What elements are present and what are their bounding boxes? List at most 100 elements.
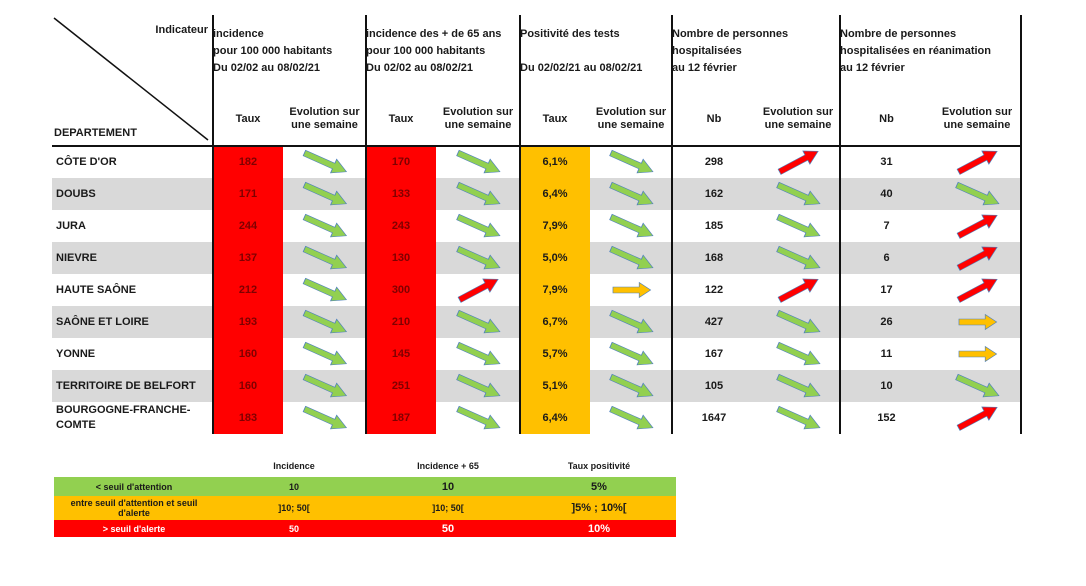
group-header-line: hospitalisées xyxy=(672,45,742,57)
table-cell-value: 212 xyxy=(238,283,258,296)
trend-up-arrow-icon xyxy=(956,406,998,431)
trend-down-arrow-icon xyxy=(609,149,654,174)
table-cell-value: 210 xyxy=(391,315,411,328)
group-header: incidence des + de 65 ans pour 100 000 ha… xyxy=(366,26,520,92)
table-cell-value: 298 xyxy=(704,155,724,168)
corner-diagonal-line xyxy=(53,17,209,141)
table-cell-value: 185 xyxy=(704,219,724,232)
subheader-evolution: Evolution sur une semaine xyxy=(595,106,667,131)
trend-up-arrow-icon xyxy=(956,278,998,303)
corner-department-label: DEPARTEMENT xyxy=(54,126,137,139)
subheader-rate: Taux xyxy=(235,112,261,125)
trend-down-arrow-icon xyxy=(302,213,348,238)
trend-down-arrow-icon xyxy=(302,309,348,334)
table-cell-value: 7 xyxy=(883,219,890,232)
group-header: Positivité des tests Du 02/02/21 au 08/02… xyxy=(520,26,672,92)
department-name: TERRITOIRE DE BELFORT xyxy=(56,379,196,392)
group-header-line: incidence des + de 65 ans xyxy=(366,28,502,40)
legend-value: ]10; 50[ xyxy=(278,503,310,513)
trend-down-arrow-icon xyxy=(776,373,821,398)
table-cell-value: 26 xyxy=(880,315,893,328)
table-cell-value: 105 xyxy=(704,379,724,392)
table-cell-value: 133 xyxy=(391,187,411,200)
trend-up-arrow-icon xyxy=(777,150,819,175)
trend-down-arrow-icon xyxy=(609,373,654,398)
table-grid-lines xyxy=(52,15,1022,434)
group-header-line: Nombre de personnes xyxy=(840,28,957,40)
trend-down-arrow-icon xyxy=(302,341,348,366)
trend-down-arrow-icon xyxy=(302,181,348,206)
department-name: YONNE xyxy=(56,347,96,360)
table-cell-value: 170 xyxy=(391,155,411,168)
table-cell-value: 6,1% xyxy=(542,155,568,168)
trend-up-arrow-icon xyxy=(956,214,998,239)
trend-up-arrow-icon xyxy=(457,278,499,303)
subheader-rate: Taux xyxy=(542,112,568,125)
table-cell-value: 6,4% xyxy=(542,187,568,200)
trend-down-arrow-icon xyxy=(776,405,821,430)
table-cell-value: 243 xyxy=(391,219,411,232)
legend-value: 10 xyxy=(288,481,299,492)
table-cell-value: 427 xyxy=(704,315,724,328)
trend-down-arrow-icon xyxy=(456,149,501,174)
subheader-evolution: Evolution sur une semaine xyxy=(442,106,514,131)
table-cell-value: 251 xyxy=(391,379,411,392)
legend-row xyxy=(54,477,676,496)
trend-down-arrow-icon xyxy=(609,181,654,206)
trend-up-arrow-icon xyxy=(956,150,998,175)
group-header-line: Positivité des tests xyxy=(520,28,620,40)
trend-down-arrow-icon xyxy=(955,181,1000,206)
table-cell-value: 152 xyxy=(877,411,896,424)
incidence65-column-fill xyxy=(366,146,436,434)
trend-up-arrow-icon xyxy=(777,278,819,303)
table-cell-value: 193 xyxy=(238,315,258,328)
trend-down-arrow-icon xyxy=(609,405,654,430)
trend-down-arrow-icon xyxy=(609,245,654,270)
department-name: JURA xyxy=(56,219,86,232)
corner-indicator-label: Indicateur xyxy=(155,23,208,36)
legend-value: 50 xyxy=(441,522,455,535)
table-cell-value: 6,4% xyxy=(542,411,568,424)
subheader-rate: Taux xyxy=(388,112,414,125)
table-cell-value: 10 xyxy=(880,379,893,392)
trend-down-arrow-icon xyxy=(302,373,348,398)
incidence-column-fill xyxy=(213,146,283,434)
legend-value: 10% xyxy=(587,522,611,535)
trend-flat-arrow-icon xyxy=(612,281,652,299)
group-header-line: Du 02/02/21 au 08/02/21 xyxy=(520,62,643,74)
indicator-table: Indicateur DEPARTEMENT incidence pour 100 0… xyxy=(52,15,1022,434)
table-cell-value: 187 xyxy=(391,411,411,424)
department-name: DOUBS xyxy=(56,187,96,200)
positivity-column-fill xyxy=(520,146,590,434)
legend-column-header: Incidence + 65 xyxy=(417,461,479,471)
legend-column-header: Incidence xyxy=(273,461,315,471)
trend-down-arrow-icon xyxy=(776,181,821,206)
department-name: CÔTE D'OR xyxy=(56,155,117,168)
trend-down-arrow-icon xyxy=(302,245,348,270)
legend-row xyxy=(54,520,676,537)
table-cell-value: 11 xyxy=(880,347,893,360)
trend-down-arrow-icon xyxy=(456,181,501,206)
trend-flat-arrow-icon xyxy=(958,345,998,363)
trend-down-arrow-icon xyxy=(302,277,348,302)
group-header-line: pour 100 000 habitants xyxy=(366,45,486,57)
department-name: NIEVRE xyxy=(56,251,97,264)
group-header-line: incidence xyxy=(213,28,264,40)
department-name: SAÔNE ET LOIRE xyxy=(56,315,149,328)
group-header: incidence pour 100 000 habitants Du 02/02 … xyxy=(213,26,366,92)
group-header: Nombre de personnes hospitalisées en réan… xyxy=(840,26,1021,92)
group-header-line: hospitalisées en réanimation xyxy=(840,45,991,57)
group-header-line: au 12 février xyxy=(840,62,905,74)
legend-row-label: > seuil d'alerte xyxy=(102,523,166,534)
department-name: BOURGOGNE-FRANCHE-COMTE xyxy=(56,404,191,431)
group-header-line: Du 02/02 au 08/02/21 xyxy=(213,62,321,74)
legend-row xyxy=(54,496,676,520)
trend-down-arrow-icon xyxy=(456,341,501,366)
subheader-evolution: Evolution sur une semaine xyxy=(941,106,1013,131)
table-cell-value: 300 xyxy=(391,283,411,296)
legend-row-label: < seuil d'attention xyxy=(95,481,173,492)
table-cell-value: 137 xyxy=(238,251,258,264)
trend-flat-arrow-icon xyxy=(958,313,998,331)
trend-down-arrow-icon xyxy=(456,309,501,334)
trend-down-arrow-icon xyxy=(609,213,654,238)
